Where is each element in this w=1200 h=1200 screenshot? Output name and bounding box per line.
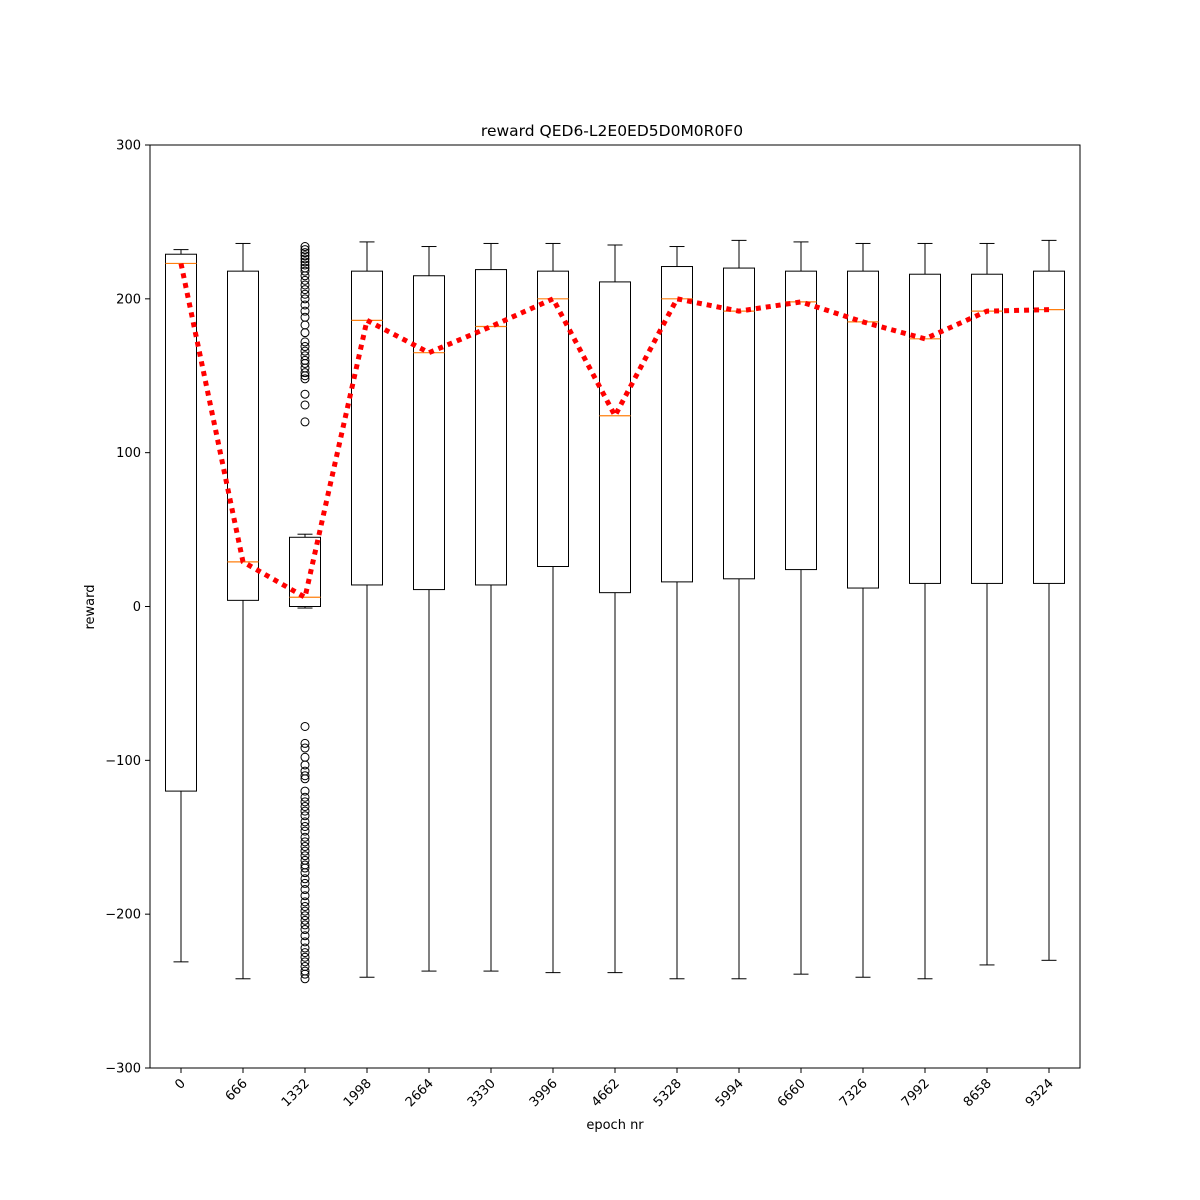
outlier-point <box>300 885 310 895</box>
trend-line <box>178 262 1050 600</box>
y-tick-label: 100 <box>116 446 141 461</box>
outlier-point <box>300 937 310 947</box>
y-axis-label: reward <box>83 584 98 629</box>
outlier-point <box>300 342 310 352</box>
outlier-point <box>300 846 310 856</box>
outlier-point <box>300 878 310 888</box>
outlier-point <box>300 901 310 911</box>
box <box>847 270 879 589</box>
box <box>971 273 1003 584</box>
outlier-point <box>300 925 310 935</box>
box <box>165 253 197 792</box>
outlier-point <box>300 841 310 851</box>
outlier-point <box>300 911 310 921</box>
box <box>1033 270 1065 584</box>
outlier-point <box>300 786 310 796</box>
outlier-point <box>300 251 310 261</box>
y-tick-label: −300 <box>105 1062 141 1077</box>
outlier-point <box>300 306 310 316</box>
outlier-point <box>300 957 310 967</box>
outlier-point <box>300 368 310 378</box>
box <box>537 270 569 568</box>
outlier-point <box>300 389 310 399</box>
outlier-point <box>300 300 310 310</box>
outlier-point <box>300 374 310 384</box>
outlier-point <box>300 801 310 811</box>
outlier-point <box>300 931 310 941</box>
outlier-point <box>300 797 310 807</box>
outlier-point <box>300 920 310 930</box>
outlier-point <box>300 355 310 365</box>
outlier-point <box>300 792 310 802</box>
outlier-point <box>300 826 310 836</box>
outlier-point <box>300 863 310 873</box>
outlier-point <box>300 289 310 299</box>
outlier-point <box>300 837 310 847</box>
outlier-point <box>300 817 310 827</box>
outlier-point <box>300 915 310 925</box>
outlier-point <box>300 263 310 273</box>
outlier-point <box>300 294 310 304</box>
outlier-point <box>300 874 310 884</box>
box <box>785 270 817 571</box>
outlier-point <box>300 906 310 916</box>
y-tick-label: 300 <box>116 139 141 154</box>
box <box>289 536 321 608</box>
box <box>413 275 445 591</box>
outlier-point <box>300 248 310 258</box>
y-tick-label: 0 <box>133 600 141 615</box>
outlier-point <box>300 280 310 290</box>
outlier-point <box>300 285 310 295</box>
outlier-point <box>300 952 310 962</box>
outlier-point <box>300 245 310 255</box>
outlier-point <box>300 868 310 878</box>
box <box>227 270 259 601</box>
outlier-point <box>300 897 310 907</box>
outlier-point <box>300 851 310 861</box>
outlier-point <box>300 832 310 842</box>
outlier-point <box>300 774 310 784</box>
outlier-point <box>300 974 310 984</box>
box <box>599 281 631 594</box>
box <box>661 266 693 583</box>
outlier-point <box>300 254 310 264</box>
outlier-point <box>300 721 310 731</box>
outlier-point <box>300 771 310 781</box>
outlier-point <box>300 417 310 427</box>
outlier-point <box>300 312 310 322</box>
outlier-point <box>300 760 310 770</box>
outlier-point <box>300 351 310 361</box>
x-axis-label: epoch nr <box>586 1118 644 1133</box>
outlier-point <box>300 948 310 958</box>
outlier-point <box>300 943 310 953</box>
y-tick-label: −200 <box>105 908 141 923</box>
box <box>723 267 755 580</box>
outlier-point <box>300 743 310 753</box>
outlier-point <box>300 266 310 276</box>
outlier-point <box>300 891 310 901</box>
y-tick-label: −100 <box>105 754 141 769</box>
box <box>909 273 941 584</box>
outlier-point <box>300 257 310 267</box>
outlier-point <box>300 400 310 410</box>
box <box>475 269 507 586</box>
outlier-point <box>300 811 310 821</box>
outlier-point <box>300 275 310 285</box>
outlier-point <box>300 242 310 252</box>
outlier-point <box>300 260 310 270</box>
outlier-point <box>300 738 310 748</box>
box <box>351 270 383 586</box>
outlier-point <box>300 346 310 356</box>
outlier-point <box>300 806 310 816</box>
chart-title: reward QED6-L2E0ED5D0M0R0F0 <box>481 122 743 140</box>
outlier-point <box>300 821 310 831</box>
outlier-point <box>300 969 310 979</box>
y-tick-label: 200 <box>116 292 141 307</box>
outlier-point <box>300 337 310 347</box>
